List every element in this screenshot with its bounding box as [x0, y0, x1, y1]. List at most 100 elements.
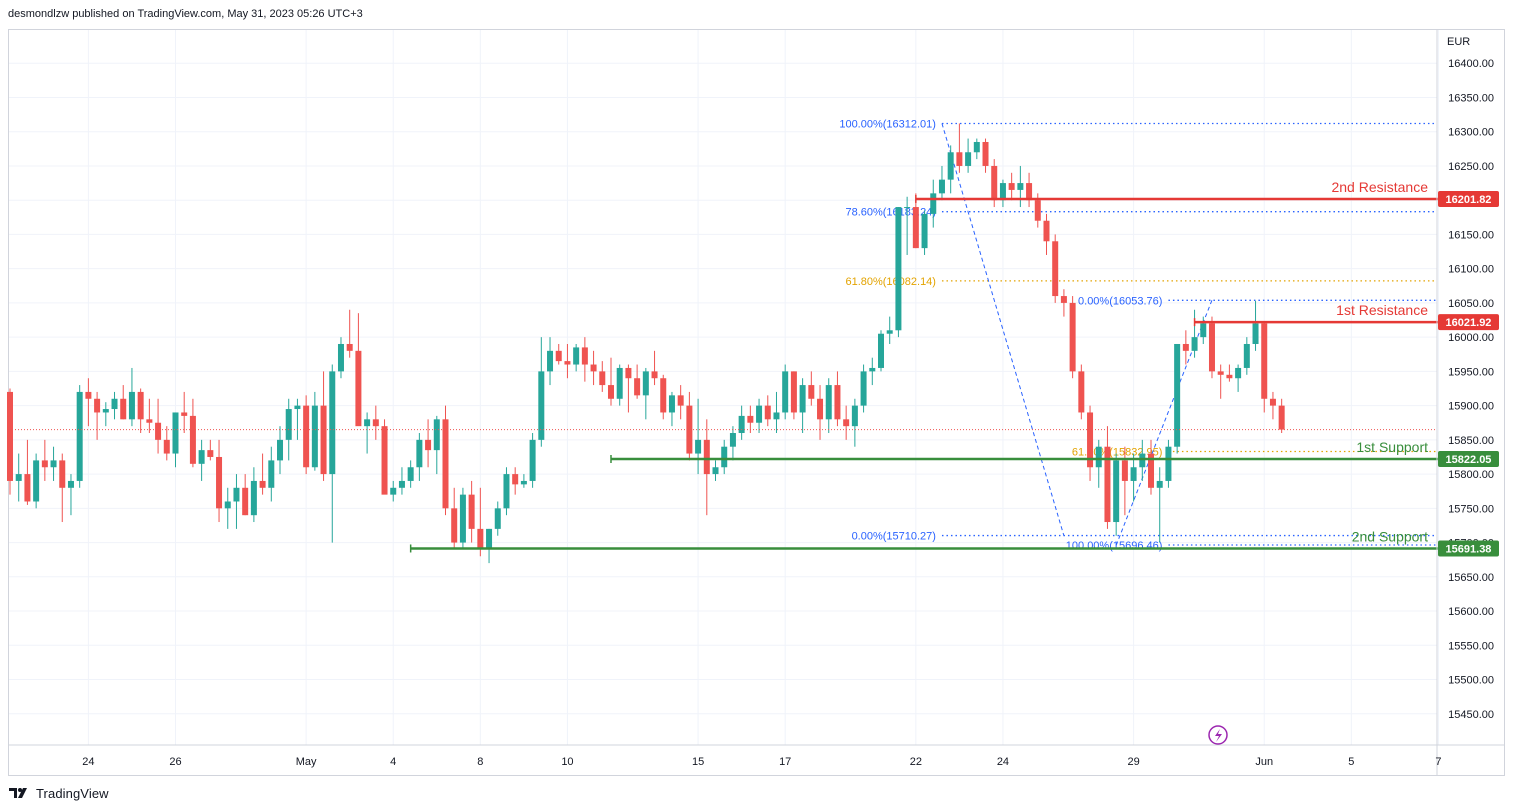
time-tick-label: 15 — [692, 756, 704, 768]
time-tick-label: 10 — [561, 756, 573, 768]
candle — [163, 426, 170, 461]
candle — [538, 337, 545, 447]
level-price-tag — [1438, 450, 1499, 467]
candle — [677, 385, 684, 420]
candle — [416, 433, 423, 481]
candle — [660, 374, 667, 420]
candle-body — [581, 347, 588, 365]
candle — [1269, 391, 1276, 420]
candle — [834, 371, 841, 427]
candle-body — [721, 446, 728, 468]
candle — [573, 343, 580, 372]
publisher-line: desmondlzw published on TradingView.com,… — [8, 8, 363, 20]
candle-body — [999, 183, 1006, 201]
candle — [555, 343, 562, 365]
level-label: 1st Support — [1356, 439, 1428, 455]
candle — [625, 364, 632, 413]
candle — [512, 467, 519, 495]
candle — [973, 138, 980, 160]
candle — [721, 439, 728, 475]
price-tick-label: 16350.00 — [1448, 92, 1494, 104]
candle — [7, 388, 13, 495]
time-tick-label: 26 — [169, 756, 181, 768]
candle-body — [390, 487, 397, 495]
candle — [1278, 398, 1285, 434]
candle — [607, 357, 614, 406]
candle — [1139, 439, 1146, 481]
level-price-tag — [1438, 540, 1499, 557]
candle — [259, 453, 266, 495]
candle-body — [15, 474, 22, 481]
candle-body — [1156, 480, 1163, 488]
candle-body — [50, 460, 57, 468]
support-resistance-levels[interactable]: 2nd Resistance 1st Resistance 1st Support 2… — [409, 179, 1438, 553]
candle-body — [1243, 343, 1250, 368]
candle-body — [747, 415, 754, 423]
candle — [1165, 439, 1172, 488]
candle — [1043, 213, 1050, 255]
candle — [581, 337, 588, 382]
candle-body — [764, 405, 771, 420]
tradingview-brand: TradingView — [36, 785, 109, 801]
time-axis[interactable]: 24 26 May 4 8 10 15 17 22 24 29 Jun 5 7 — [9, 744, 1505, 768]
level-price-tag-text: 15822.05 — [1446, 454, 1492, 466]
candle-body — [616, 367, 623, 399]
candle-body — [1078, 371, 1085, 413]
fib-label: 100.00%(15696.46) — [1066, 540, 1163, 552]
candle-body — [651, 371, 658, 379]
candle-body — [904, 207, 911, 209]
candle-body — [825, 385, 832, 420]
time-tick-label: 24 — [997, 756, 1009, 768]
candle-body — [459, 494, 466, 543]
candle-body — [216, 456, 223, 509]
tradingview-footer[interactable]: TradingView — [8, 783, 109, 803]
candle-body — [311, 405, 318, 468]
lightning-icon[interactable] — [1208, 725, 1228, 745]
fib-swing-lines — [941, 123, 1213, 546]
candle-body — [442, 419, 449, 509]
candle — [372, 405, 379, 440]
fib-label: 61.80%(16082.14) — [845, 276, 936, 288]
candle — [756, 398, 763, 434]
candle — [895, 207, 902, 338]
candle-body — [756, 405, 763, 423]
candle — [33, 453, 40, 509]
candle — [547, 337, 554, 386]
candle-body — [1217, 371, 1224, 375]
candle-body — [1252, 323, 1259, 344]
candle-body — [1269, 398, 1276, 406]
candle-body — [477, 528, 484, 550]
candle-body — [1026, 183, 1033, 201]
candle-body — [277, 439, 284, 461]
candle-body — [965, 152, 972, 166]
candle — [477, 487, 484, 557]
candle — [1008, 172, 1015, 201]
candle-body — [938, 179, 945, 194]
candle-body — [956, 152, 963, 166]
candle — [398, 467, 405, 495]
candle-body — [1226, 374, 1233, 379]
price-axis[interactable]: EUR 15450.00 15500.00 15550.00 15600.00 15650… — [1436, 30, 1494, 776]
candle-body — [729, 433, 736, 447]
price-tick-label: 15600.00 — [1448, 606, 1494, 618]
candle-body — [1034, 200, 1041, 221]
candle — [686, 391, 693, 461]
candle — [1226, 364, 1233, 382]
candle-body — [1278, 405, 1285, 430]
candle — [904, 196, 911, 255]
candle — [799, 378, 806, 434]
candle-body — [294, 405, 301, 410]
candle — [921, 210, 928, 255]
candle-body — [503, 474, 510, 509]
candle-body — [76, 391, 83, 481]
level-price-tag — [1438, 314, 1499, 331]
candle — [277, 426, 284, 475]
candle — [433, 415, 440, 475]
candle-body — [921, 213, 928, 249]
candle — [94, 391, 101, 440]
candle-body — [207, 450, 214, 457]
candle — [956, 123, 963, 173]
candle — [390, 480, 397, 502]
candle — [1182, 330, 1189, 365]
